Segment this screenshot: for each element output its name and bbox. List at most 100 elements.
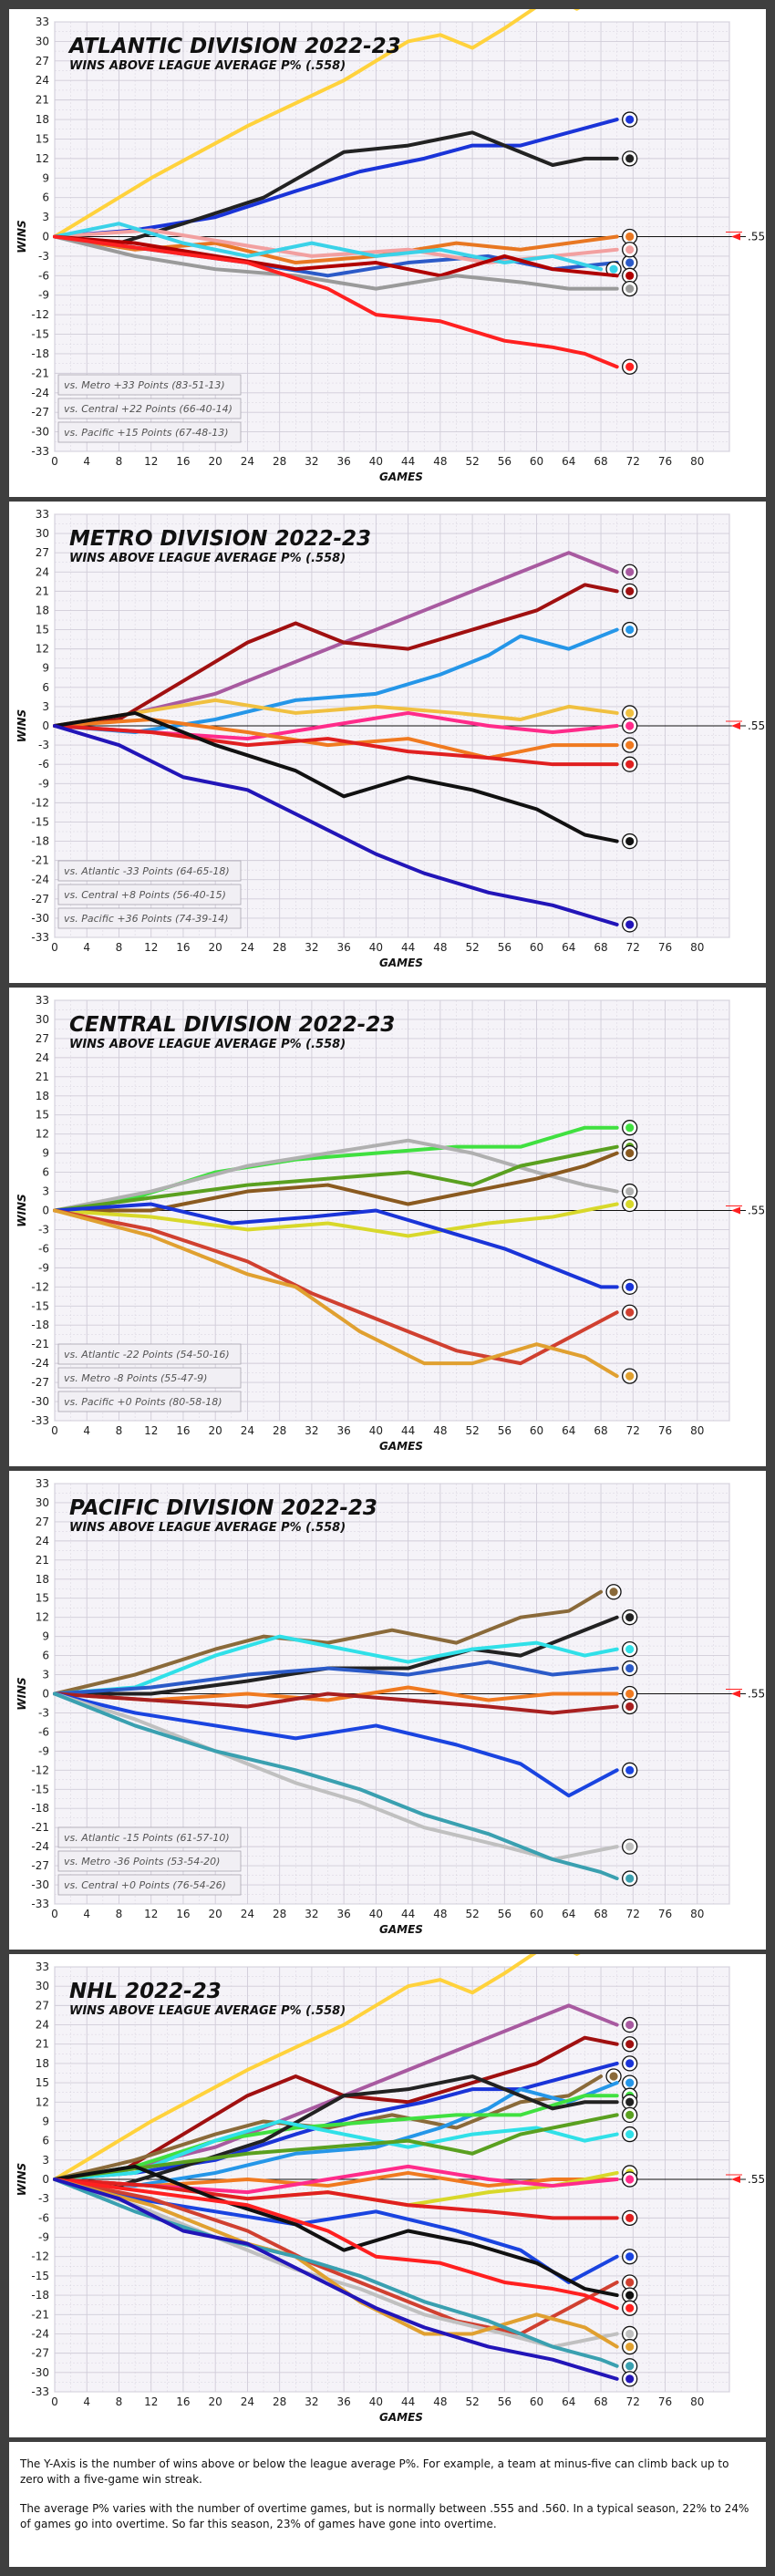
x-tick-label: 60 (530, 941, 543, 954)
team-logo-icon (622, 1120, 638, 1136)
team-logo-icon (622, 2287, 638, 2303)
x-tick-label: 20 (209, 455, 222, 468)
series-line (53, 724, 619, 767)
series-line (53, 698, 619, 728)
x-tick-label: 36 (337, 1424, 351, 1437)
series-line (53, 2164, 619, 2298)
x-tick-label: 60 (530, 2395, 543, 2408)
team-logo-fill (625, 920, 635, 929)
y-tick-label: -18 (31, 835, 49, 848)
x-tick-label: 8 (116, 1424, 123, 1437)
reference-arrow-icon (731, 722, 740, 729)
x-tick-label: 0 (51, 455, 58, 468)
note-paragraph-2: The average P% varies with the number of… (20, 2502, 749, 2530)
team-logo-icon (622, 242, 638, 258)
comparison-text: vs. Pacific +36 Points (74-39-14) (64, 913, 229, 925)
x-tick-label: 44 (401, 455, 415, 468)
comparison-text: vs. Central +0 Points (76-54-26) (64, 1879, 226, 1891)
y-tick-label: -6 (38, 1725, 49, 1738)
series-line (53, 717, 619, 760)
chart-title: PACIFIC DIVISION 2022-23 (69, 1496, 377, 1520)
x-tick-label: 80 (690, 1424, 704, 1437)
x-tick-label: 4 (83, 941, 90, 954)
team-logo-fill (625, 1842, 635, 1851)
x-tick-label: 64 (562, 1908, 575, 1920)
x-tick-label: 40 (369, 2395, 383, 2408)
y-tick-label: 18 (36, 1573, 49, 1586)
team-logo-icon (622, 1183, 638, 1200)
y-tick-label: 9 (42, 171, 49, 184)
x-tick-label: 0 (51, 1424, 58, 1437)
y-tick-label: -24 (31, 1840, 49, 1853)
metro-division-chart: .55833302724211815129630-3-6-9-12-15-18-… (16, 508, 766, 969)
team-logo-icon (605, 1584, 622, 1600)
comparison-box (57, 1826, 242, 1848)
y-tick-label: 12 (36, 2095, 49, 2108)
team-logo-icon (622, 2016, 638, 2033)
reference-label: .558 (748, 719, 766, 732)
y-tick-label: -27 (31, 406, 49, 419)
team-logo-icon (622, 2300, 638, 2316)
y-tick-label: -3 (38, 739, 49, 751)
nhl-panel: .55833302724211815129630-3-6-9-12-15-18-… (9, 1954, 766, 2437)
x-tick-label: 44 (401, 1424, 415, 1437)
team-logo-fill (625, 709, 635, 718)
y-tick-label: 12 (36, 152, 49, 165)
atlantic-division-chart: .55833302724211815129630-3-6-9-12-15-18-… (16, 9, 766, 483)
team-logo-icon (605, 2068, 622, 2085)
y-tick-label: -6 (38, 1242, 49, 1255)
y-tick-label: 15 (36, 2076, 49, 2089)
x-tick-label: 24 (241, 455, 254, 468)
series-line (53, 234, 619, 278)
x-axis-label: GAMES (379, 471, 423, 483)
team-logo-fill (625, 284, 635, 294)
y-tick-label: -12 (31, 1764, 49, 1776)
series-line (53, 2094, 619, 2181)
team-logo-fill (625, 1371, 635, 1381)
series-line (53, 2170, 619, 2188)
x-tick-label: 12 (144, 941, 158, 954)
series-line (53, 2178, 619, 2311)
y-tick-label: -9 (38, 777, 49, 790)
x-tick-label: 0 (51, 2395, 58, 2408)
team-logo-icon (622, 150, 638, 167)
series-line (53, 2003, 619, 2181)
x-tick-label: 32 (305, 455, 318, 468)
team-logo-icon (622, 1660, 638, 1677)
team-logo-fill (625, 2040, 635, 2049)
y-tick-label: -33 (31, 931, 49, 944)
x-tick-label: 16 (176, 1908, 190, 1920)
reference-label: .558 (748, 231, 766, 243)
comparison-box (57, 1850, 242, 1872)
series-line (53, 1685, 619, 1702)
chart-subtitle: WINS ABOVE LEAGUE AVERAGE P% (.558) (69, 59, 346, 73)
y-tick-label: 3 (42, 2154, 49, 2167)
x-tick-label: 44 (401, 2395, 415, 2408)
x-tick-label: 52 (465, 1908, 479, 1920)
x-tick-label: 48 (433, 941, 447, 954)
y-tick-label: 18 (36, 2057, 49, 2070)
y-tick-label: 18 (36, 1090, 49, 1102)
team-logo-icon (622, 621, 638, 638)
team-logo-icon (622, 358, 638, 375)
y-tick-label: 0 (42, 1688, 49, 1701)
x-tick-label: 40 (369, 941, 383, 954)
reference-label: .558 (748, 1688, 766, 1701)
team-logo-icon (622, 718, 638, 734)
team-logo-fill (625, 740, 635, 750)
y-tick-label: 21 (36, 585, 49, 597)
y-tick-label: 3 (42, 1185, 49, 1198)
team-logo-fill (625, 1149, 635, 1158)
team-logo-icon (622, 1304, 638, 1320)
x-tick-label: 60 (530, 455, 543, 468)
x-tick-label: 72 (626, 941, 640, 954)
x-tick-label: 20 (209, 2395, 222, 2408)
y-tick-label: 12 (36, 1611, 49, 1624)
team-logo-icon (622, 2074, 638, 2091)
series-line (53, 2081, 619, 2188)
x-axis-label: GAMES (379, 2411, 423, 2424)
team-logo-icon (622, 2171, 638, 2188)
x-tick-label: 20 (209, 1908, 222, 1920)
y-tick-label: -12 (31, 796, 49, 809)
y-tick-label: 15 (36, 1592, 49, 1605)
